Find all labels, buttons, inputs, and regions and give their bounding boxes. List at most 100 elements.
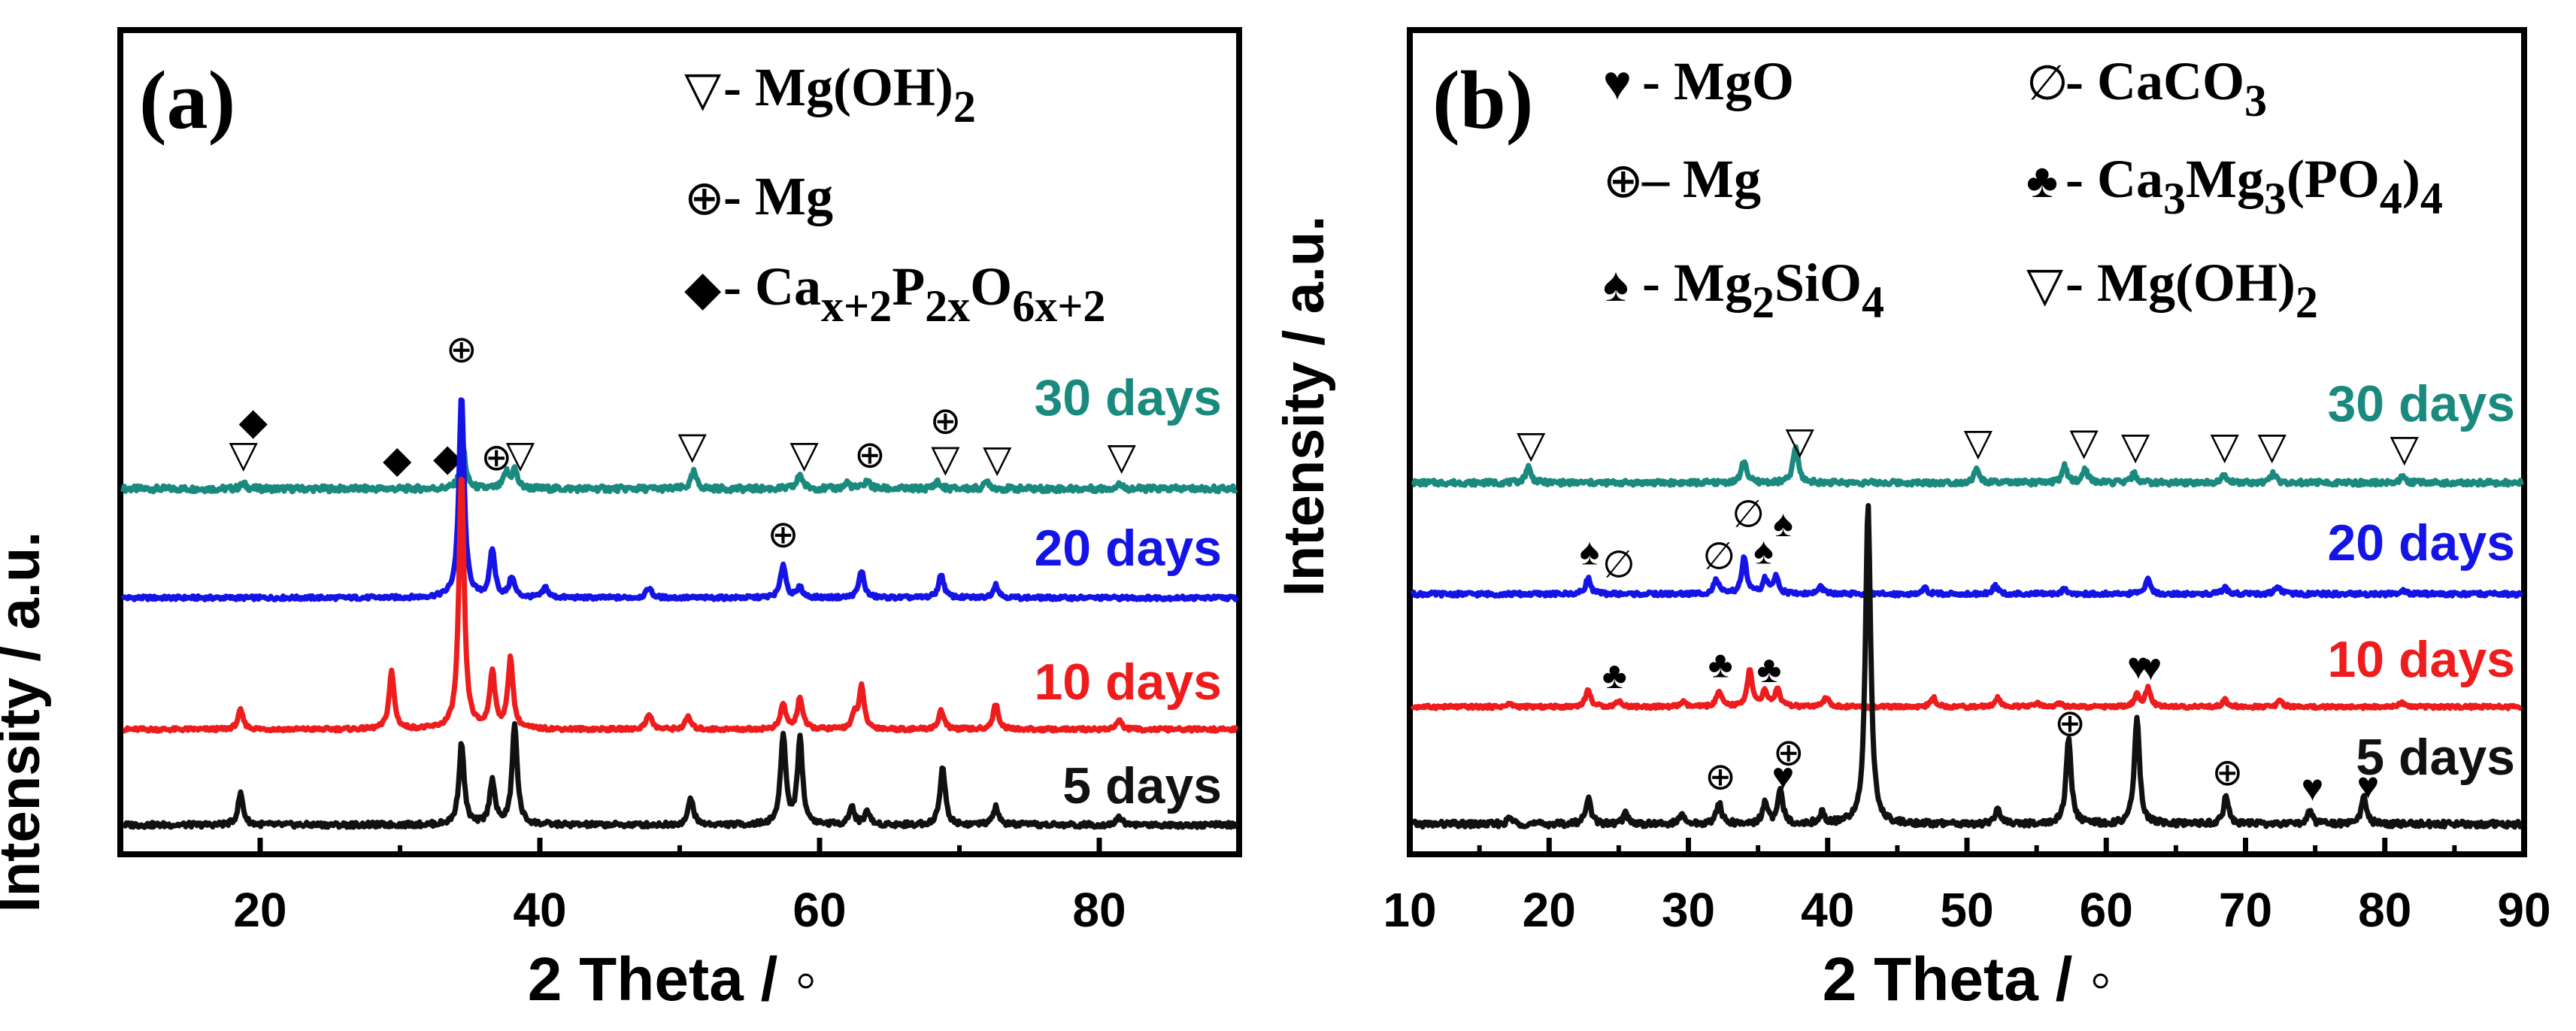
x-tick-label: 10: [1383, 883, 1436, 937]
triangle-marker: ▽: [931, 438, 960, 480]
series-line: [1411, 444, 2524, 488]
triangle-marker: ▽: [983, 438, 1012, 480]
empty-set-icon: ∅: [2026, 56, 2068, 110]
triangle-marker: ▽: [2069, 420, 2099, 462]
x-axis-a: 20 40 60 80: [233, 838, 1126, 937]
circled-plus-marker: ⊕: [480, 436, 512, 478]
triangle-marker: ▽: [1517, 423, 1546, 465]
triangle-icon: ▽: [2026, 257, 2064, 311]
panel-label-b: (b): [1432, 54, 1533, 146]
x-tick-label: 80: [1072, 883, 1126, 937]
series-line: [1410, 554, 2524, 599]
diamond-icon: ◆: [684, 261, 722, 315]
heart-marker: ♥: [1772, 755, 1795, 797]
x-tick-label: 60: [2080, 883, 2133, 937]
club-marker: ♣: [1708, 644, 1733, 686]
legend-label: - CaCO3: [2065, 51, 2267, 126]
circled-plus-marker: ⊕: [1773, 732, 1805, 774]
triangle-marker: ▽: [506, 433, 535, 475]
series-label: 30 days: [2327, 375, 2515, 432]
circled-plus-marker: ⊕: [854, 434, 886, 476]
x-tick-label: 80: [2358, 883, 2411, 937]
legend-item-mg-oh: ▽ - Mg(OH)2: [684, 57, 976, 132]
legend-label: - MgO: [1642, 51, 1794, 111]
series-line: [120, 397, 1239, 602]
club-icon: ♣: [2026, 153, 2058, 208]
heart-marker: ♥: [2357, 764, 2380, 806]
legend-label: - Ca3Mg3(PO4)4: [2065, 149, 2443, 223]
series-line: [120, 444, 1238, 495]
empty-set-marker: ∅: [1702, 535, 1735, 578]
series-5-days: 5 days: [121, 720, 1239, 830]
series-b: 30 days▽ ▽ ▽ ▽ ▽ ▽ ▽ ▽20 days♠ ∅ ∅∅♠♠10 days♣ ♣ ♣ ♥♥…: [1410, 375, 2524, 830]
series-5-days: 5 days⊕ ♥⊕⊕⊕ ♥ ♥: [1411, 502, 2523, 830]
legend-item-mg-oh-2: ▽ - Mg(OH)2: [2026, 253, 2318, 327]
series-10-days: 10 days: [121, 477, 1239, 734]
legend-label: - Mg: [723, 166, 833, 226]
ylabel-b: Intensity / a.u.: [1272, 216, 1336, 597]
series-label: 10 days: [1034, 653, 1222, 711]
circled-plus-marker: ⊕: [2054, 702, 2086, 744]
heart-marker: ♥: [2127, 645, 2150, 687]
series-20-days: 20 days♠ ∅ ∅∅♠♠: [1410, 493, 2524, 599]
legend-item-ca: ◆ - Cax+2P2xO6x+2: [684, 256, 1105, 331]
legend-item-caco3: ∅- CaCO3: [2026, 51, 2267, 126]
diamond-marker: ◆: [238, 400, 268, 442]
empty-set-marker: ∅: [1602, 544, 1635, 586]
circled-plus-marker: ⊕: [446, 328, 477, 370]
legend-label: - Mg2SiO4: [1642, 253, 1884, 327]
empty-set-marker: ∅: [1732, 493, 1765, 535]
legend-label: - Mg(OH)2: [2065, 253, 2318, 327]
x-tick-label: 40: [1801, 883, 1854, 937]
triangle-marker: ▽: [678, 424, 708, 466]
x-tick-label: 30: [1662, 883, 1715, 937]
ylabel-a: Intensity / a.u.: [0, 532, 52, 913]
spade-marker: ♠: [1580, 531, 1600, 573]
legend-item-mgo: ♥ - MgO: [1603, 51, 1794, 111]
legend-a: ▽ - Mg(OH)2⊕- Mg◆ - Cax+2P2xO6x+2: [684, 57, 1105, 331]
series-label: 20 days: [2327, 514, 2515, 572]
circled-plus-marker: ⊕: [929, 400, 961, 442]
legend-item-mg2sio4: ♠ - Mg2SiO4: [1603, 253, 1884, 327]
triangle-icon: ▽: [684, 62, 722, 116]
legend-item-mg: ⊕– Mg: [1603, 149, 1761, 209]
panel-label-a: (a): [139, 54, 235, 146]
series-20-days: 20 days ⊕: [120, 397, 1239, 602]
triangle-marker: ▽: [2257, 425, 2287, 467]
legend-label: - Cax+2P2xO6x+2: [723, 256, 1105, 331]
triangle-marker: ▽: [2390, 427, 2419, 469]
circled-plus-marker: ⊕: [1705, 756, 1736, 798]
series-30-days: 30 days▽◆◆ ◆⊕⊕▽ ▽ ▽ ⊕ ▽⊕▽ ▽: [120, 328, 1238, 495]
heart-marker: ♥: [2140, 646, 2162, 688]
triangle-marker: ▽: [229, 433, 258, 475]
triangle-marker: ▽: [1785, 420, 1814, 462]
spade-marker: ♠: [1753, 530, 1774, 572]
diamond-marker: ◆: [383, 438, 412, 481]
spade-icon: ♠: [1603, 257, 1629, 311]
circled-plus-icon: ⊕: [1603, 153, 1644, 208]
xlabel-a: 2 Theta / ◦: [528, 945, 817, 1014]
spade-marker: ♠: [1773, 502, 1793, 544]
x-tick-label: 90: [2497, 883, 2550, 937]
x-tick-label: 20: [233, 883, 286, 937]
heart-icon: ♥: [1603, 56, 1632, 110]
triangle-marker: ▽: [789, 433, 819, 475]
circled-plus-icon: ⊕: [684, 171, 725, 225]
series-line: [121, 477, 1239, 734]
xlabel-b: 2 Theta / ◦: [1823, 945, 2112, 1014]
panel-b: Intensity / a.u. (b) ♥ - MgO ∅- CaCO3⊕– Mg…: [1272, 27, 2551, 1014]
circled-plus-marker: ⊕: [768, 513, 799, 555]
x-tick-label: 60: [792, 883, 846, 937]
triangle-marker: ▽: [2210, 425, 2239, 467]
series-line: [1411, 502, 2523, 830]
heart-marker: ♥: [2302, 766, 2324, 808]
series-label: 30 days: [1034, 369, 1222, 426]
series-label: 20 days: [1034, 520, 1222, 577]
series-10-days: 10 days ♣ ♣ ♣ ♥♥: [1410, 631, 2523, 711]
series-label: 10 days: [2327, 631, 2515, 688]
x-tick-label: 20: [1523, 883, 1576, 937]
x-axis-b: 10 20 30 40 50 60 70 80 90: [1383, 838, 2551, 937]
x-tick-label: 70: [2219, 883, 2272, 937]
legend-item-mg: ⊕- Mg: [684, 166, 833, 226]
series-label: 5 days: [2356, 729, 2515, 786]
